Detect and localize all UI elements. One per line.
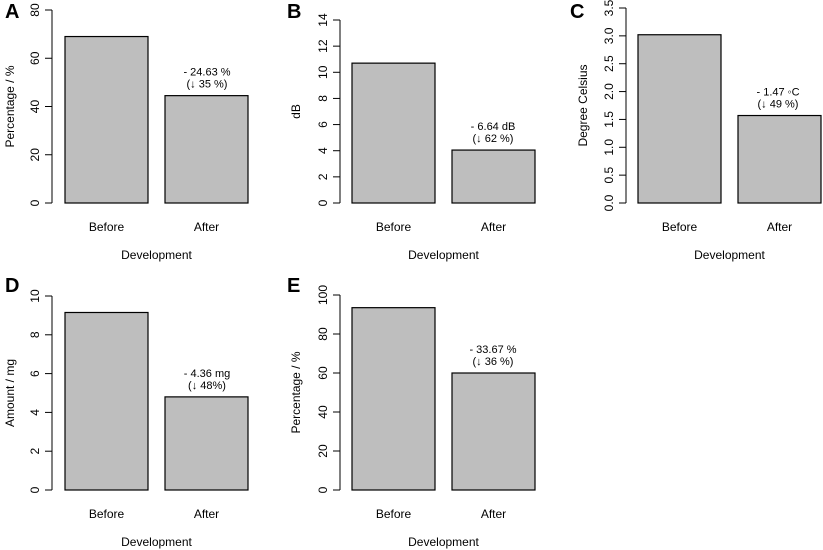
y-tick-label: 0 (28, 199, 42, 206)
y-tick-label: 0.0 (602, 194, 616, 211)
y-tick-label: 0.5 (602, 166, 616, 183)
y-tick-label: 20 (316, 444, 330, 458)
y-tick-label: 0 (316, 486, 330, 493)
bar-after (737, 114, 822, 204)
y-tick-label: 2 (28, 448, 42, 455)
y-tick-label: 12 (316, 39, 330, 53)
y-axis-label: Degree Celsius (576, 64, 590, 146)
change-annotation: (↓ 49 %) (758, 99, 799, 111)
y-tick-label: 60 (316, 366, 330, 380)
bar-after (164, 396, 249, 491)
change-annotation: - 6.64 dB (471, 121, 516, 133)
y-tick-label: 40 (316, 405, 330, 419)
y-tick-label: 0 (28, 486, 42, 493)
y-tick-label: 40 (28, 100, 42, 114)
bar-before (64, 311, 149, 491)
category-label: Before (89, 507, 125, 521)
y-tick-label: 10 (28, 289, 42, 303)
y-tick-label: 8 (28, 331, 42, 338)
x-axis-label: Development (694, 248, 765, 262)
bar-before (64, 35, 149, 204)
y-tick-label: 60 (28, 51, 42, 65)
y-tick-label: 2 (316, 173, 330, 180)
y-tick-label: 14 (316, 13, 330, 27)
y-tick-label: 1.0 (602, 139, 616, 156)
x-axis-label: Development (408, 248, 479, 262)
y-tick-label: 3.0 (602, 27, 616, 44)
panel-letter: C (570, 1, 584, 23)
y-tick-label: 4 (316, 147, 330, 154)
bar-before (351, 307, 436, 491)
y-tick-label: 2.5 (602, 55, 616, 72)
bar-after (451, 372, 536, 491)
x-axis-label: Development (408, 535, 479, 549)
category-label: After (194, 507, 219, 521)
panel-c: C 0.0 0.5 1.0 1.5 2.0 2.5 3.0 3.5 Degree Celsius B… (570, 0, 822, 262)
bar-before (351, 62, 436, 204)
y-tick-label: 80 (316, 327, 330, 341)
change-annotation: (↓ 36 %) (473, 356, 514, 368)
category-label: After (481, 507, 506, 521)
bar-before (637, 34, 722, 204)
change-annotation: - 33.67 % (469, 344, 516, 356)
y-tick-label: 4 (28, 409, 42, 416)
bar-after (451, 149, 536, 204)
category-label: After (194, 220, 219, 234)
y-tick-label: 80 (28, 3, 42, 17)
y-tick-label: 3.5 (602, 0, 616, 16)
x-axis-label: Development (121, 248, 192, 262)
y-axis-label: Amount / mg (3, 359, 17, 427)
change-annotation: (↓ 62 %) (473, 133, 514, 145)
y-tick-label: 6 (316, 121, 330, 128)
panel-e: E 0 20 40 60 80 100 Percentage / % Before AfterDe… (287, 275, 536, 549)
panel-a: A 0 20 40 60 80 Percentage / % Before AfterDevel… (3, 1, 249, 262)
y-tick-label: 8 (316, 95, 330, 102)
panel-letter: B (287, 1, 301, 23)
y-tick-label: 10 (316, 65, 330, 79)
panel-letter: E (287, 275, 300, 297)
change-annotation: - 1.47 ◦C (756, 87, 799, 99)
change-annotation: (↓ 35 %) (187, 79, 228, 91)
y-tick-label: 2.0 (602, 83, 616, 100)
y-tick-label: 0 (316, 199, 330, 206)
y-tick-label: 20 (28, 148, 42, 162)
change-annotation: - 24.63 % (183, 67, 230, 79)
category-label: Before (376, 507, 412, 521)
y-tick-label: 6 (28, 370, 42, 377)
y-tick-label: 1.5 (602, 111, 616, 128)
panel-letter: A (5, 1, 19, 23)
y-axis-label: dB (289, 104, 303, 119)
y-axis-label: Percentage / % (289, 351, 303, 433)
category-label: Before (376, 220, 412, 234)
category-label: After (481, 220, 506, 234)
category-label: After (767, 220, 792, 234)
panel-letter: D (5, 275, 19, 297)
change-annotation: (↓ 48%) (188, 380, 226, 392)
change-annotation: - 4.36 mg (184, 368, 230, 380)
x-axis-label: Development (121, 535, 192, 549)
category-label: Before (662, 220, 698, 234)
y-tick-label: 100 (316, 285, 330, 305)
category-label: Before (89, 220, 125, 234)
bar-after (164, 95, 249, 204)
y-axis-label: Percentage / % (3, 65, 17, 147)
panel-d: D 0 2 4 6 8 10 Amount / mg Before AfterDevelopmen… (3, 275, 249, 549)
